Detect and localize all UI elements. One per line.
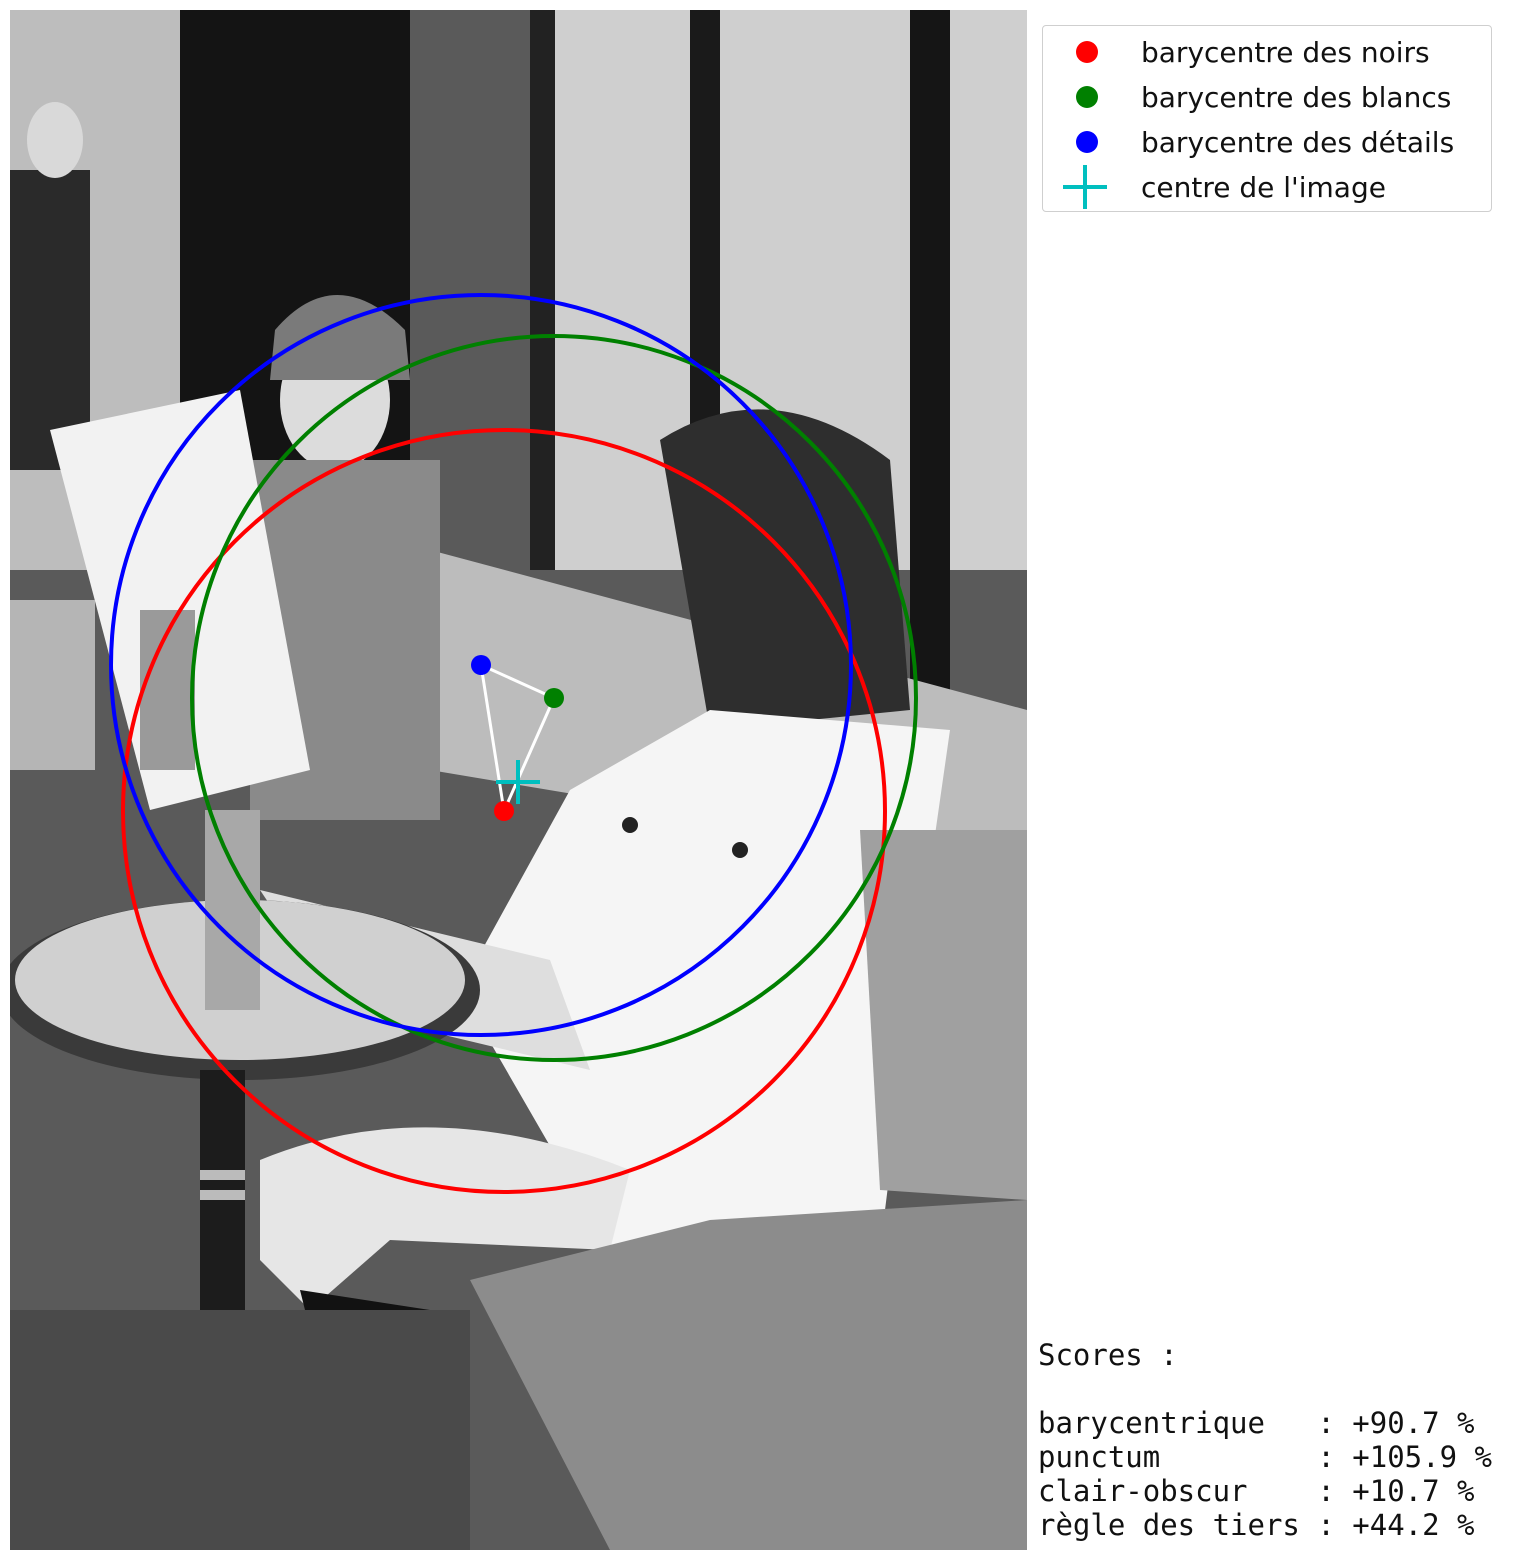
photo — [10, 10, 1027, 1550]
legend-item-details: barycentre des détails — [1043, 122, 1491, 162]
photo-scene — [10, 10, 1027, 1550]
legend-label: barycentre des détails — [1141, 126, 1455, 159]
legend-item-centre: centre de l'image — [1043, 165, 1491, 209]
legend-label: barycentre des blancs — [1141, 81, 1452, 114]
scores-panel: Scores : barycentrique : +90.7 % punctum… — [1038, 1338, 1523, 1542]
score-value: : +90.7 % — [1317, 1406, 1475, 1440]
score-name: barycentrique — [1038, 1406, 1318, 1440]
score-name: règle des tiers — [1038, 1508, 1318, 1542]
score-value: : +105.9 % — [1317, 1440, 1492, 1474]
legend-item-noirs: barycentre des noirs — [1043, 32, 1491, 72]
green-dot-icon — [1076, 86, 1098, 108]
plus-icon — [1063, 165, 1107, 209]
score-value: : +44.2 % — [1317, 1508, 1475, 1542]
score-name: clair-obscur — [1038, 1474, 1318, 1508]
score-name: punctum — [1038, 1440, 1318, 1474]
score-row-punctum: punctum : +105.9 % — [1038, 1440, 1523, 1474]
blue-dot-icon — [1076, 131, 1098, 153]
scores-title: Scores : — [1038, 1338, 1178, 1372]
ice-bucket — [10, 600, 95, 770]
score-value: : +10.7 % — [1317, 1474, 1475, 1508]
score-row-regle-des-tiers: règle des tiers : +44.2 % — [1038, 1508, 1523, 1542]
legend-item-blancs: barycentre des blancs — [1043, 77, 1491, 117]
legend: barycentre des noirs barycentre des blan… — [1042, 25, 1492, 212]
legend-label: barycentre des noirs — [1141, 36, 1430, 69]
red-dot-icon — [1076, 41, 1098, 63]
score-row-barycentrique: barycentrique : +90.7 % — [1038, 1406, 1523, 1440]
legend-label: centre de l'image — [1141, 171, 1386, 204]
wicker-chair — [470, 1200, 1027, 1550]
score-row-clair-obscur: clair-obscur : +10.7 % — [1038, 1474, 1523, 1508]
glass — [205, 810, 260, 1010]
man-vest — [10, 170, 90, 470]
